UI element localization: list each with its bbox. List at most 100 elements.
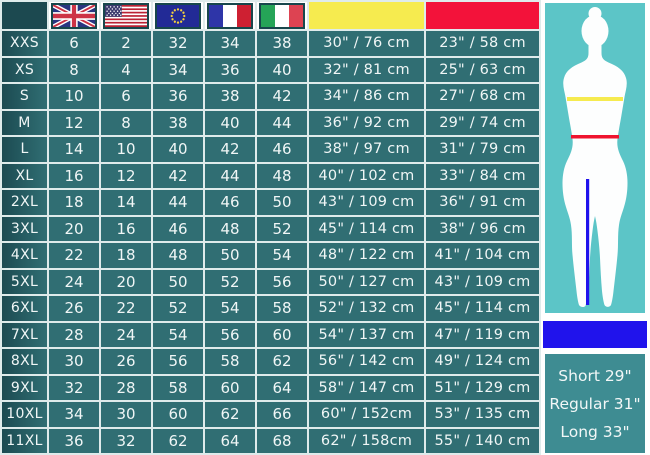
waist-measure-cell: 33" / 84 cm <box>426 163 539 188</box>
us-size-cell: 14 <box>101 190 151 215</box>
eu-size-cell: 58 <box>153 375 203 400</box>
header-row <box>2 2 539 29</box>
size-label-cell: 5XL <box>2 269 47 294</box>
italy-size-cell: 52 <box>257 216 307 241</box>
size-label-cell: 4XL <box>2 243 47 268</box>
waist-measure-cell: 25" / 63 cm <box>426 57 539 82</box>
bust-measure-cell: 36" / 92 cm <box>309 110 424 135</box>
eu-size-cell: 34 <box>153 57 203 82</box>
italy-size-cell: 40 <box>257 57 307 82</box>
france-size-cell: 52 <box>205 269 255 294</box>
length-regular: Regular 31" <box>549 394 641 413</box>
bust-measure-cell: 32" / 81 cm <box>309 57 424 82</box>
table-row: 5XL 24 20 50 52 56 50" / 127 cm 43" / 10… <box>2 269 539 294</box>
us-size-cell: 4 <box>101 57 151 82</box>
size-label-cell: XS <box>2 57 47 82</box>
italy-size-cell: 48 <box>257 163 307 188</box>
us-size-cell: 22 <box>101 296 151 321</box>
eu-size-cell: 36 <box>153 84 203 109</box>
leg-length-legend: Short 29" Regular 31" Long 33" <box>545 354 645 453</box>
uk-size-cell: 26 <box>49 296 99 321</box>
france-size-cell: 58 <box>205 349 255 374</box>
france-size-cell: 56 <box>205 322 255 347</box>
size-label-cell: 10XL <box>2 402 47 427</box>
inseam-line <box>586 179 590 305</box>
uk-size-cell: 22 <box>49 243 99 268</box>
waist-measure-cell: 43" / 109 cm <box>426 269 539 294</box>
table-row: 10XL 34 30 60 62 66 60" / 152cm 53" / 13… <box>2 402 539 427</box>
eu-size-cell: 48 <box>153 243 203 268</box>
uk-size-cell: 36 <box>49 428 99 453</box>
uk-size-cell: 28 <box>49 322 99 347</box>
us-size-cell: 30 <box>101 402 151 427</box>
waist-column-header <box>426 2 539 29</box>
eu-size-cell: 56 <box>153 349 203 374</box>
length-long: Long 33" <box>560 422 630 441</box>
bust-measure-cell: 62" / 158cm <box>309 428 424 453</box>
measurement-guide: Short 29" Regular 31" Long 33" <box>543 3 647 453</box>
waist-measure-cell: 41" / 104 cm <box>426 243 539 268</box>
uk-size-cell: 32 <box>49 375 99 400</box>
france-flag-icon <box>207 2 253 29</box>
us-size-cell: 16 <box>101 216 151 241</box>
us-size-cell: 24 <box>101 322 151 347</box>
size-label-cell: 11XL <box>2 428 47 453</box>
bust-measure-cell: 30" / 76 cm <box>309 31 424 56</box>
bust-column-header <box>309 2 424 29</box>
france-size-cell: 38 <box>205 84 255 109</box>
size-label-cell: 8XL <box>2 349 47 374</box>
italy-size-cell: 56 <box>257 269 307 294</box>
us-size-cell: 12 <box>101 163 151 188</box>
waist-line <box>571 135 619 139</box>
woman-silhouette-icon <box>562 7 628 308</box>
table-row: XXS 6 2 32 34 38 30" / 76 cm 23" / 58 cm <box>2 31 539 56</box>
france-size-cell: 36 <box>205 57 255 82</box>
waist-measure-cell: 31" / 79 cm <box>426 137 539 162</box>
italy-size-cell: 60 <box>257 322 307 347</box>
eu-size-cell: 38 <box>153 110 203 135</box>
bust-measure-cell: 34" / 86 cm <box>309 84 424 109</box>
table-body: XXS 6 2 32 34 38 30" / 76 cm 23" / 58 cm… <box>2 31 539 453</box>
eu-size-cell: 50 <box>153 269 203 294</box>
table-row: L 14 10 40 42 46 38" / 97 cm 31" / 79 cm <box>2 137 539 162</box>
france-size-cell: 48 <box>205 216 255 241</box>
waist-measure-cell: 29" / 74 cm <box>426 110 539 135</box>
bust-measure-cell: 40" / 102 cm <box>309 163 424 188</box>
bust-measure-cell: 60" / 152cm <box>309 402 424 427</box>
bust-line <box>567 97 623 101</box>
table-row: 8XL 30 26 56 58 62 56" / 142 cm 49" / 12… <box>2 349 539 374</box>
us-size-cell: 28 <box>101 375 151 400</box>
table-row: 7XL 28 24 54 56 60 54" / 137 cm 47" / 11… <box>2 322 539 347</box>
italy-size-cell: 44 <box>257 110 307 135</box>
uk-size-cell: 14 <box>49 137 99 162</box>
uk-size-cell: 30 <box>49 349 99 374</box>
france-size-cell: 46 <box>205 190 255 215</box>
uk-size-cell: 34 <box>49 402 99 427</box>
eu-size-cell: 54 <box>153 322 203 347</box>
bust-measure-cell: 38" / 97 cm <box>309 137 424 162</box>
table-row: S 10 6 36 38 42 34" / 86 cm 27" / 68 cm <box>2 84 539 109</box>
france-size-cell: 44 <box>205 163 255 188</box>
eu-size-cell: 42 <box>153 163 203 188</box>
italy-size-cell: 66 <box>257 402 307 427</box>
size-label-cell: XL <box>2 163 47 188</box>
uk-size-cell: 18 <box>49 190 99 215</box>
france-size-cell: 40 <box>205 110 255 135</box>
italy-size-cell: 68 <box>257 428 307 453</box>
size-label-cell: L <box>2 137 47 162</box>
inseam-color-bar <box>543 321 647 348</box>
uk-size-cell: 16 <box>49 163 99 188</box>
table-row: 3XL 20 16 46 48 52 45" / 114 cm 38" / 96… <box>2 216 539 241</box>
size-label-cell: S <box>2 84 47 109</box>
france-size-cell: 60 <box>205 375 255 400</box>
waist-measure-cell: 36" / 91 cm <box>426 190 539 215</box>
us-size-cell: 18 <box>101 243 151 268</box>
body-diagram <box>545 3 645 313</box>
length-short: Short 29" <box>558 366 632 385</box>
table-row: 2XL 18 14 44 46 50 43" / 109 cm 36" / 91… <box>2 190 539 215</box>
size-label-cell: 2XL <box>2 190 47 215</box>
eu-size-cell: 44 <box>153 190 203 215</box>
bust-measure-cell: 48" / 122 cm <box>309 243 424 268</box>
waist-measure-cell: 47" / 119 cm <box>426 322 539 347</box>
